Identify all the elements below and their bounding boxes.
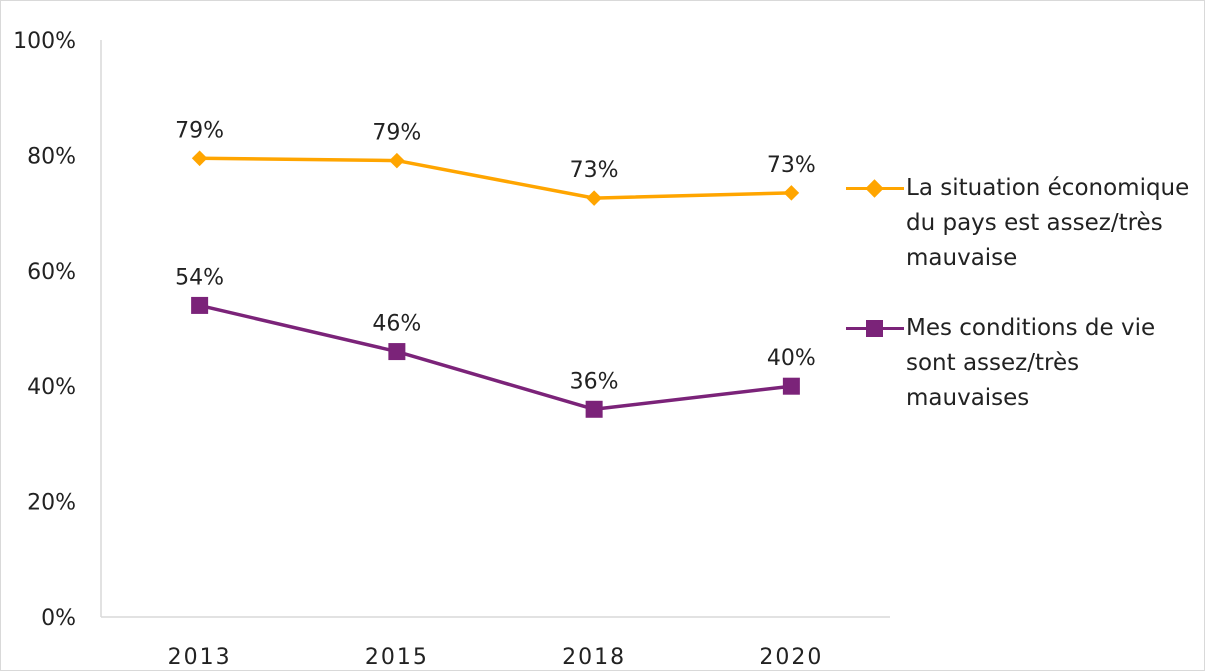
data-label: 79% bbox=[372, 121, 421, 146]
x-tick-label: 2013 bbox=[168, 645, 232, 670]
data-point bbox=[585, 400, 603, 418]
data-point bbox=[782, 377, 800, 395]
data-label: 79% bbox=[175, 118, 224, 143]
data-point bbox=[783, 185, 800, 201]
data-point bbox=[388, 343, 406, 361]
data-label: 46% bbox=[372, 312, 421, 337]
legend-label-living-conditions: Mes conditions de vie sont assez/très ma… bbox=[906, 315, 1156, 411]
data-label: 73% bbox=[570, 158, 619, 183]
data-label: 54% bbox=[175, 265, 224, 290]
y-tick-label: 40% bbox=[27, 375, 76, 400]
data-label: 73% bbox=[767, 153, 816, 178]
data-point bbox=[586, 190, 602, 206]
data-label: 36% bbox=[570, 369, 619, 394]
y-tick-label: 60% bbox=[27, 260, 76, 285]
legend-item-living-conditions: Mes conditions de vie sont assez/très ma… bbox=[846, 311, 1191, 416]
data-label: 40% bbox=[767, 346, 816, 371]
legend: La situation économique du pays est asse… bbox=[846, 171, 1191, 416]
y-tick-label: 80% bbox=[27, 144, 76, 169]
y-tick-label: 100% bbox=[13, 29, 76, 54]
legend-label-economy: La situation économique du pays est asse… bbox=[906, 175, 1190, 271]
data-point bbox=[191, 150, 208, 167]
legend-item-economy: La situation économique du pays est asse… bbox=[846, 171, 1191, 276]
x-tick-label: 2015 bbox=[365, 645, 429, 670]
x-tick-label: 2018 bbox=[562, 645, 626, 670]
square-marker-icon bbox=[866, 320, 883, 337]
x-tick-label: 2020 bbox=[759, 645, 823, 670]
diamond-marker-icon bbox=[865, 179, 884, 198]
y-tick-label: 20% bbox=[27, 491, 76, 516]
series-line bbox=[199, 303, 792, 412]
y-tick-label: 0% bbox=[41, 606, 76, 631]
data-point bbox=[191, 296, 209, 314]
series-line bbox=[199, 156, 792, 200]
data-point bbox=[389, 152, 405, 169]
